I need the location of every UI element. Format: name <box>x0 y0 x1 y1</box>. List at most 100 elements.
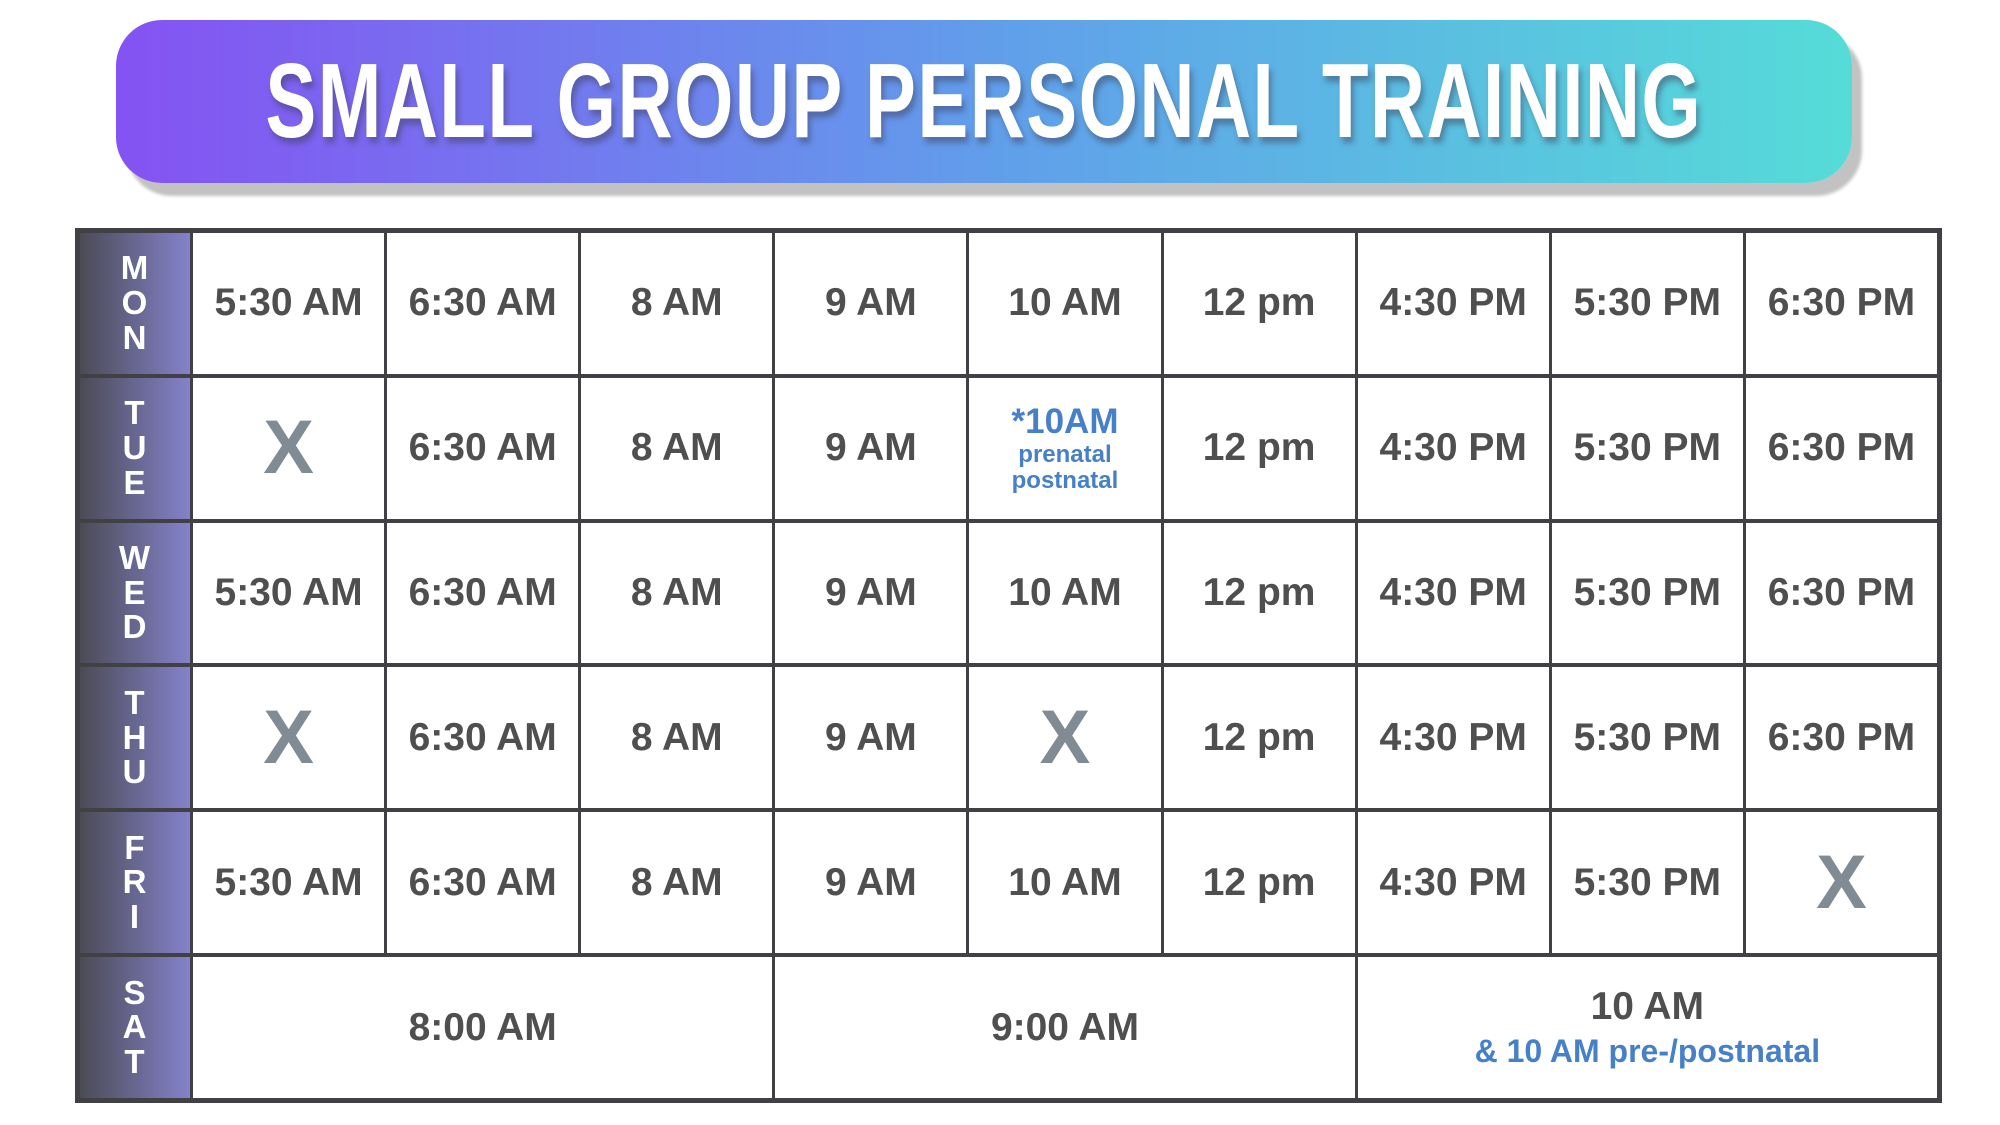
slot-time-text: 12 pm <box>1202 571 1316 615</box>
time-slot-cell: 12 pm <box>1160 522 1355 664</box>
time-slot-cell: 9:00 AM <box>772 957 1355 1098</box>
slot-time-text: 6:30 AM <box>408 860 557 904</box>
slot-time-text: 4:30 PM <box>1379 715 1527 759</box>
slot-time-text: 8 AM <box>630 715 723 759</box>
slot-time-text: 5:30 PM <box>1573 281 1722 325</box>
slot-time-text: 12 pm <box>1202 281 1316 325</box>
time-slot-cell: 8 AM <box>578 522 773 664</box>
no-session-cell: X <box>1742 812 1937 954</box>
combined-slot-cell: 10 AM & 10 AM pre-/postnatal <box>1354 957 1937 1098</box>
time-slot-cell: 8 AM <box>578 233 773 374</box>
time-slot-cell: 10 AM <box>966 522 1161 664</box>
slot-time-text: 5:30 PM <box>1573 571 1722 615</box>
no-session-x-mark: X <box>263 694 314 780</box>
time-slot-cell: 6:30 PM <box>1742 522 1937 664</box>
slot-time-text: 4:30 PM <box>1379 571 1527 615</box>
time-slot-cell: 10 AM <box>966 233 1161 374</box>
slot-time-text: 6:30 AM <box>408 715 557 759</box>
title-banner: SMALL GROUP PERSONAL TRAINING <box>116 20 1852 183</box>
day-label-thu: T H U <box>80 667 190 809</box>
no-session-cell: X <box>190 377 385 519</box>
no-session-cell: X <box>966 667 1161 809</box>
slot-time-text: 8 AM <box>630 281 723 325</box>
time-slot-cell: 5:30 AM <box>190 233 385 374</box>
slot-time-text: 6:30 AM <box>408 281 557 325</box>
slot-time-text: 12 pm <box>1202 715 1316 759</box>
time-slot-cell: 6:30 AM <box>384 233 579 374</box>
schedule-row-mon: M O N 5:30 AM 6:30 AM 8 AM 9 AM 10 AM 12 pm 4:3… <box>80 233 1937 374</box>
slot-time-text: 6:30 PM <box>1767 715 1916 759</box>
slot-time-text: 9:00 AM <box>990 1005 1140 1049</box>
time-slot-cell: 6:30 PM <box>1742 233 1937 374</box>
time-slot-cell: 4:30 PM <box>1354 377 1549 519</box>
time-slot-cell: 6:30 AM <box>384 377 579 519</box>
no-session-x-mark: X <box>263 405 314 491</box>
slot-time-text: 8 AM <box>630 860 723 904</box>
day-label-fri: F R I <box>80 812 190 954</box>
slot-subtext: prenatal <box>1018 440 1112 468</box>
time-slot-cell: 9 AM <box>772 812 967 954</box>
schedule-row-thu: T H U X 6:30 AM 8 AM 9 AM X 12 pm 4:30 PM 5:30 P… <box>80 663 1937 809</box>
slot-time-text: 10 AM <box>1590 985 1705 1029</box>
slot-time-text: 5:30 PM <box>1573 860 1722 904</box>
time-slot-cell: 6:30 AM <box>384 667 579 809</box>
time-slot-cell: 4:30 PM <box>1354 667 1549 809</box>
time-slot-cell: 9 AM <box>772 667 967 809</box>
prenatal-slot-cell: *10AM prenatal postnatal <box>966 377 1161 519</box>
time-slot-cell: 5:30 PM <box>1548 377 1743 519</box>
time-slot-cell: 12 pm <box>1160 377 1355 519</box>
slot-time-text: 8 AM <box>630 426 723 470</box>
slot-time-text: 10 AM <box>1008 281 1122 325</box>
slot-time-text: 6:30 PM <box>1767 281 1916 325</box>
slot-time-text: 9 AM <box>825 426 917 470</box>
time-slot-cell: 12 pm <box>1160 667 1355 809</box>
time-slot-cell: 5:30 AM <box>190 812 385 954</box>
schedule-row-sat: S A T 8:00 AM 9:00 AM 10 AM & 10 AM pre-/pos… <box>80 953 1937 1098</box>
slot-time-text: 5:30 AM <box>214 281 363 325</box>
slot-time-text: 5:30 AM <box>214 860 363 904</box>
slot-time-text: 4:30 PM <box>1379 426 1527 470</box>
schedule-row-tue: T U E X 6:30 AM 8 AM 9 AM *10AM prenatal postna… <box>80 373 1937 519</box>
slot-time-text: 9 AM <box>825 715 917 759</box>
time-slot-cell: 10 AM <box>966 812 1161 954</box>
time-slot-cell: 8 AM <box>578 377 773 519</box>
time-slot-cell: 9 AM <box>772 522 967 664</box>
slot-time-text: 6:30 AM <box>408 571 557 615</box>
page-title: SMALL GROUP PERSONAL TRAINING <box>265 42 1703 160</box>
day-label-tue: T U E <box>80 377 190 519</box>
slot-time-text: *10AM <box>1011 401 1119 441</box>
time-slot-cell: 12 pm <box>1160 233 1355 374</box>
time-slot-cell: 4:30 PM <box>1354 233 1549 374</box>
slot-subtext: & 10 AM pre-/postnatal <box>1474 1032 1821 1069</box>
slot-time-text: 9 AM <box>825 281 917 325</box>
time-slot-cell: 5:30 PM <box>1548 667 1743 809</box>
time-slot-cell: 9 AM <box>772 377 967 519</box>
time-slot-cell: 4:30 PM <box>1354 522 1549 664</box>
time-slot-cell: 9 AM <box>772 233 967 374</box>
slot-time-text: 6:30 AM <box>408 426 557 470</box>
slot-time-text: 4:30 PM <box>1379 860 1527 904</box>
slot-time-text: 6:30 PM <box>1767 571 1916 615</box>
schedule-row-wed: W E D 5:30 AM 6:30 AM 8 AM 9 AM 10 AM 12 pm 4:3… <box>80 518 1937 664</box>
slot-time-text: 5:30 AM <box>214 571 363 615</box>
time-slot-cell: 5:30 PM <box>1548 812 1743 954</box>
schedule-row-fri: F R I 5:30 AM 6:30 AM 8 AM 9 AM 10 AM 12 pm 4:3… <box>80 808 1937 954</box>
time-slot-cell: 6:30 PM <box>1742 377 1937 519</box>
slot-time-text: 9 AM <box>825 571 917 615</box>
time-slot-cell: 8 AM <box>578 667 773 809</box>
slot-time-text: 9 AM <box>825 860 917 904</box>
day-label-mon: M O N <box>80 233 190 374</box>
time-slot-cell: 6:30 AM <box>384 812 579 954</box>
slot-time-text: 8:00 AM <box>408 1005 557 1049</box>
day-label-sat: S A T <box>80 957 190 1098</box>
slot-time-text: 6:30 PM <box>1767 426 1916 470</box>
time-slot-cell: 12 pm <box>1160 812 1355 954</box>
slot-subtext: postnatal <box>1011 467 1119 495</box>
no-session-x-mark: X <box>1816 839 1867 925</box>
time-slot-cell: 8 AM <box>578 812 773 954</box>
slot-time-text: 12 pm <box>1202 860 1316 904</box>
time-slot-cell: 8:00 AM <box>190 957 773 1098</box>
time-slot-cell: 6:30 AM <box>384 522 579 664</box>
time-slot-cell: 4:30 PM <box>1354 812 1549 954</box>
slot-time-text: 5:30 PM <box>1573 715 1722 759</box>
